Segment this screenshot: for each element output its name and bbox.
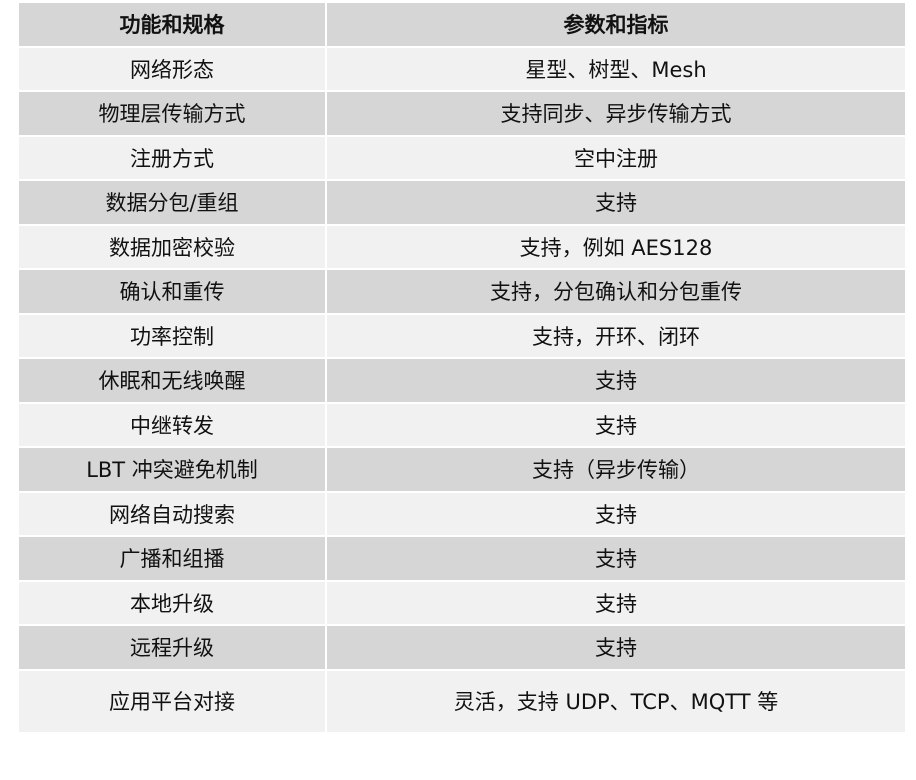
- table-row: 休眠和无线唤醒 支持: [19, 359, 905, 402]
- feature-cell: 本地升级: [19, 581, 325, 624]
- feature-cell: 远程升级: [19, 626, 325, 669]
- feature-cell: 功率控制: [19, 314, 325, 357]
- table-row: 数据分包/重组 支持: [19, 181, 905, 224]
- table-row: 确认和重传 支持，分包确认和分包重传: [19, 270, 905, 313]
- value-cell: 支持: [327, 581, 905, 624]
- header-value: 参数和指标: [327, 3, 905, 46]
- feature-cell: 休眠和无线唤醒: [19, 359, 325, 402]
- table-row: 注册方式 空中注册: [19, 136, 905, 179]
- feature-cell: 广播和组播: [19, 537, 325, 580]
- table-header-row: 功能和规格 参数和指标: [19, 3, 905, 46]
- table-row: 网络自动搜索 支持: [19, 492, 905, 535]
- value-cell: 支持: [327, 537, 905, 580]
- value-cell: 支持: [327, 626, 905, 669]
- feature-cell: 网络自动搜索: [19, 492, 325, 535]
- feature-cell: 确认和重传: [19, 270, 325, 313]
- feature-cell: 注册方式: [19, 136, 325, 179]
- table-row: 远程升级 支持: [19, 626, 905, 669]
- table-row: 应用平台对接 灵活，支持 UDP、TCP、MQTT 等: [19, 670, 905, 732]
- value-cell: 支持，分包确认和分包重传: [327, 270, 905, 313]
- feature-cell: 中继转发: [19, 403, 325, 446]
- feature-cell: 物理层传输方式: [19, 92, 325, 135]
- feature-cell: 数据加密校验: [19, 225, 325, 268]
- value-cell: 支持: [327, 359, 905, 402]
- value-cell: 支持，例如 AES128: [327, 225, 905, 268]
- value-cell: 支持同步、异步传输方式: [327, 92, 905, 135]
- table-row: 物理层传输方式 支持同步、异步传输方式: [19, 92, 905, 135]
- table-row: 网络形态 星型、树型、Mesh: [19, 47, 905, 90]
- table-row: 数据加密校验 支持，例如 AES128: [19, 225, 905, 268]
- value-cell: 支持（异步传输）: [327, 448, 905, 491]
- feature-cell: LBT 冲突避免机制: [19, 448, 325, 491]
- table-row: 功率控制 支持，开环、闭环: [19, 314, 905, 357]
- table-row: LBT 冲突避免机制 支持（异步传输）: [19, 448, 905, 491]
- feature-cell: 网络形态: [19, 47, 325, 90]
- value-cell: 支持: [327, 403, 905, 446]
- header-feature: 功能和规格: [19, 3, 325, 46]
- value-cell: 支持: [327, 492, 905, 535]
- value-cell: 灵活，支持 UDP、TCP、MQTT 等: [327, 670, 905, 732]
- table-row: 中继转发 支持: [19, 403, 905, 446]
- table-row: 广播和组播 支持: [19, 537, 905, 580]
- table-row: 本地升级 支持: [19, 581, 905, 624]
- value-cell: 支持，开环、闭环: [327, 314, 905, 357]
- feature-cell: 应用平台对接: [19, 670, 325, 732]
- value-cell: 星型、树型、Mesh: [327, 47, 905, 90]
- value-cell: 支持: [327, 181, 905, 224]
- spec-table: 功能和规格 参数和指标 网络形态 星型、树型、Mesh 物理层传输方式 支持同步、异步…: [17, 1, 907, 734]
- feature-cell: 数据分包/重组: [19, 181, 325, 224]
- value-cell: 空中注册: [327, 136, 905, 179]
